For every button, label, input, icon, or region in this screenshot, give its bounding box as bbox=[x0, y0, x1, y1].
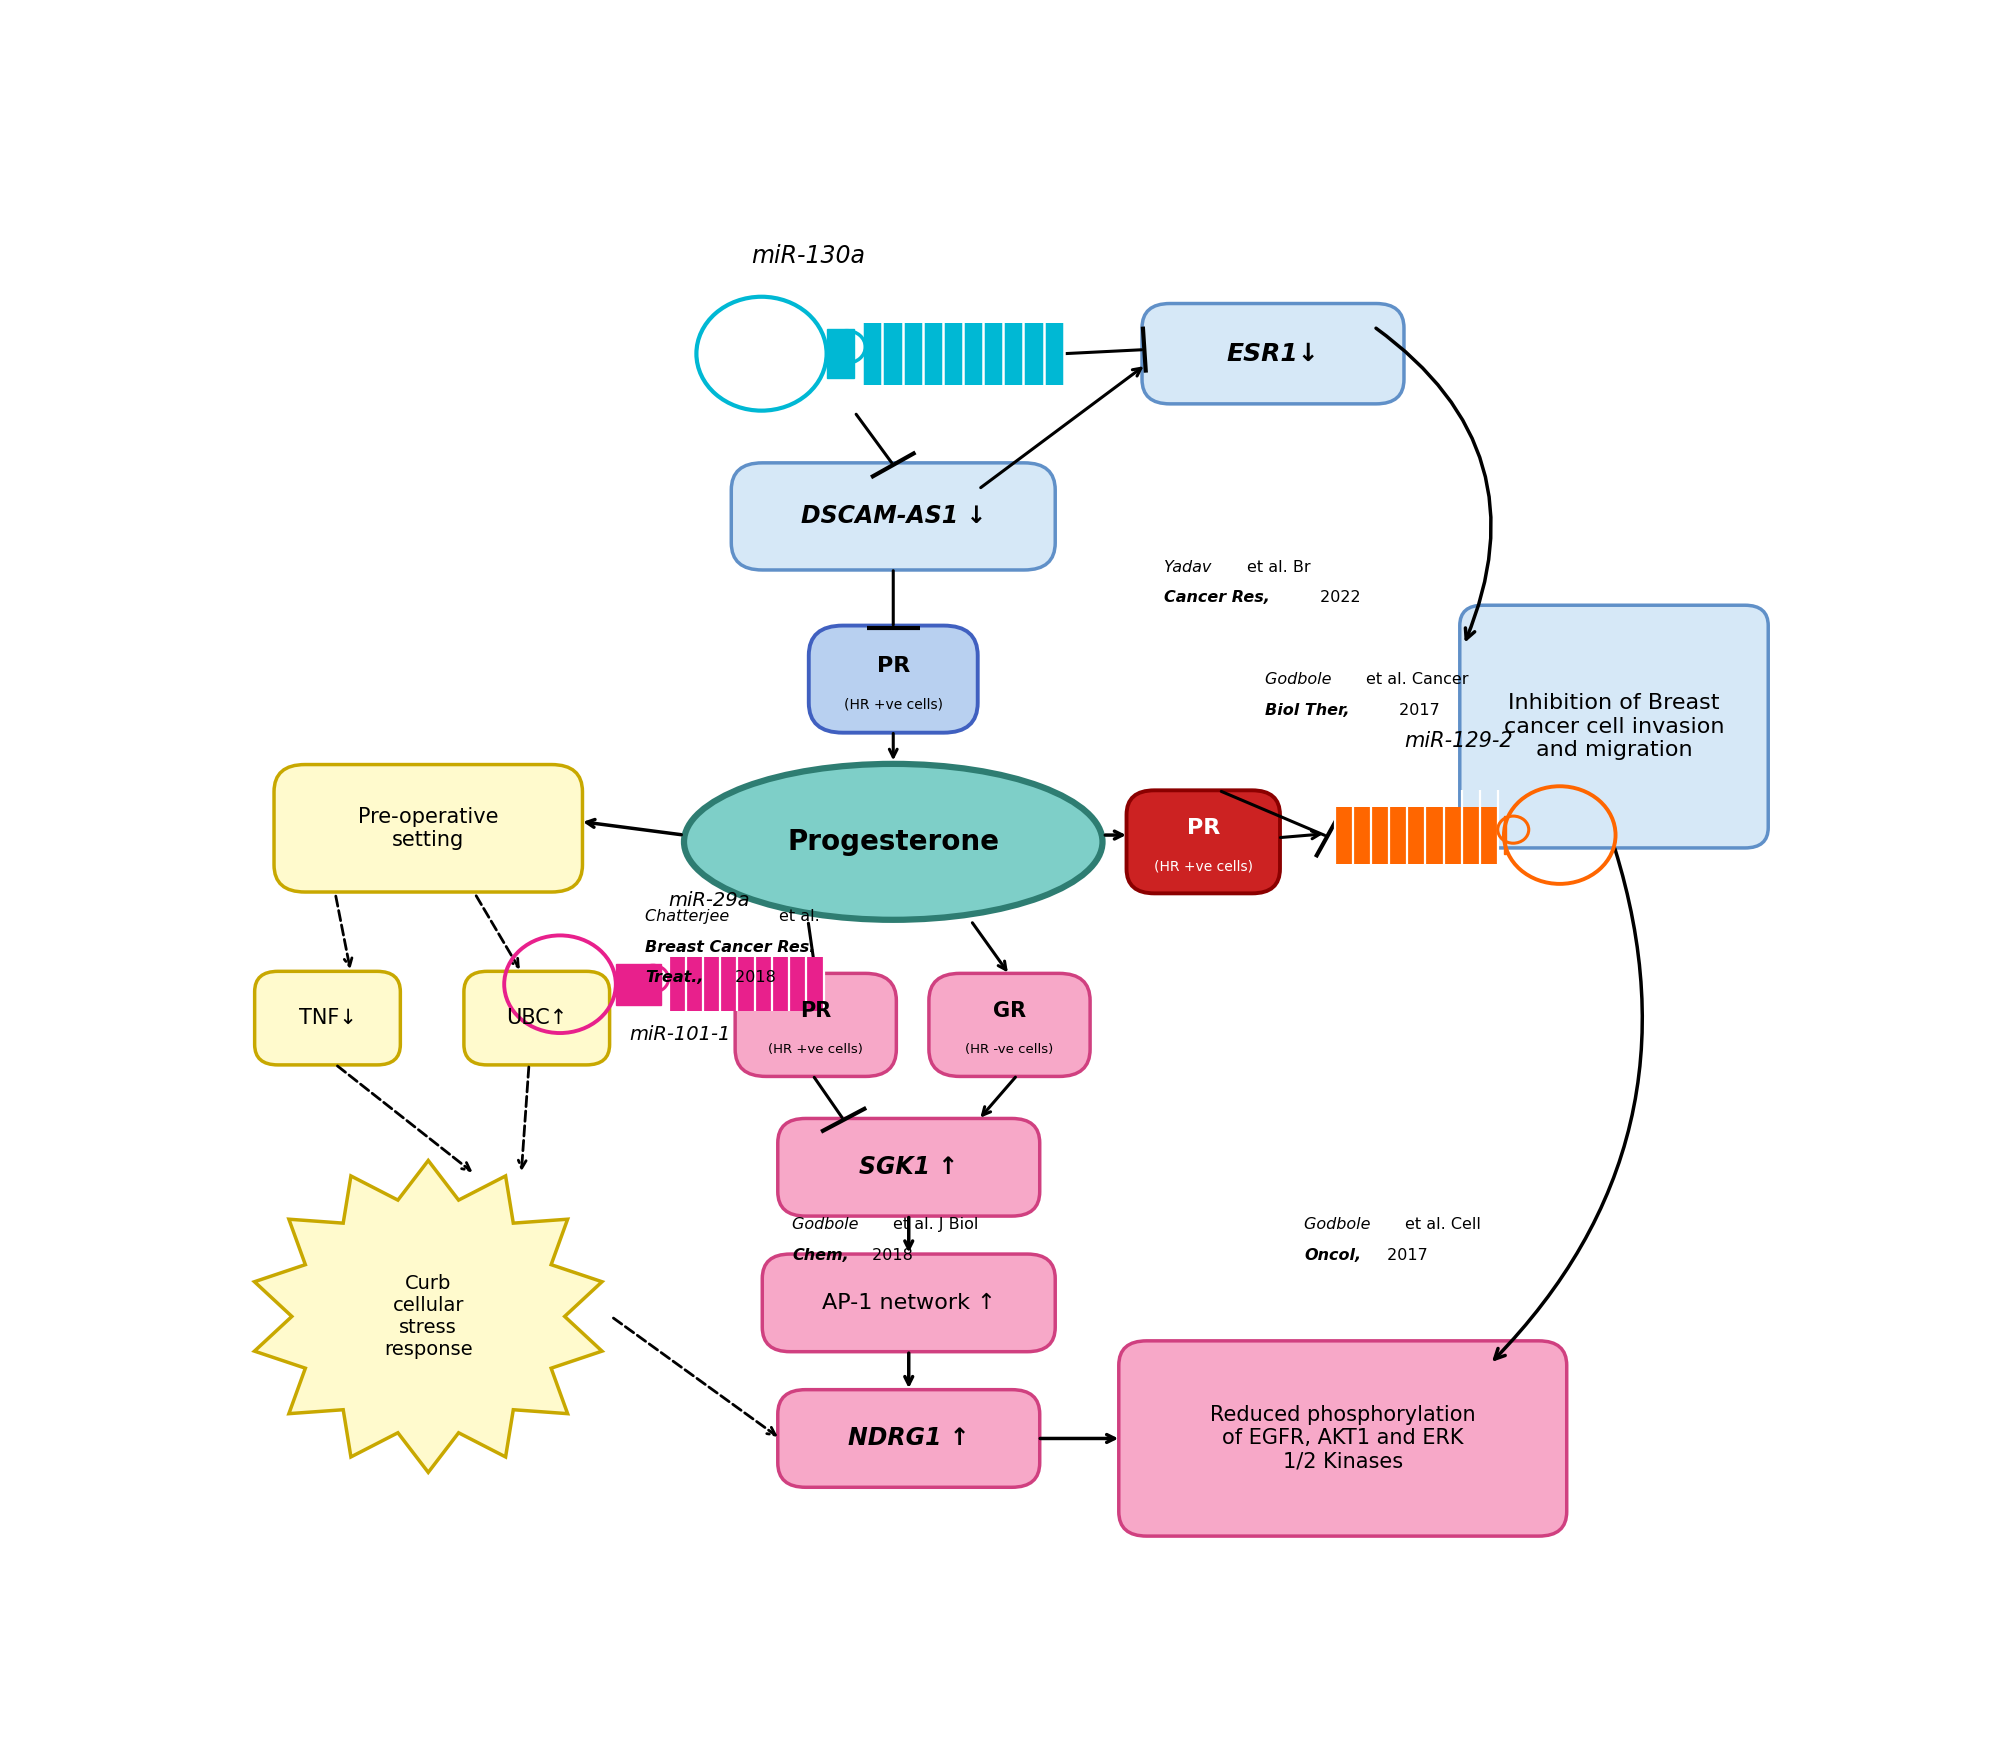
Text: et al.: et al. bbox=[778, 909, 820, 925]
Text: miR-129-2: miR-129-2 bbox=[1404, 731, 1514, 750]
Text: DSCAM-AS1 ↓: DSCAM-AS1 ↓ bbox=[800, 504, 986, 528]
Text: Curb
cellular
stress
response: Curb cellular stress response bbox=[384, 1273, 472, 1359]
FancyBboxPatch shape bbox=[274, 764, 582, 893]
FancyBboxPatch shape bbox=[778, 1118, 1040, 1217]
Text: Reduced phosphorylation
of EGFR, AKT1 and ERK
1/2 Kinases: Reduced phosphorylation of EGFR, AKT1 an… bbox=[1210, 1405, 1476, 1472]
Text: AP-1 network ↑: AP-1 network ↑ bbox=[822, 1293, 996, 1314]
Ellipse shape bbox=[684, 764, 1102, 919]
Text: TNF↓: TNF↓ bbox=[298, 1007, 356, 1028]
FancyBboxPatch shape bbox=[928, 974, 1090, 1076]
FancyBboxPatch shape bbox=[778, 1389, 1040, 1488]
Text: PR: PR bbox=[876, 655, 910, 676]
FancyBboxPatch shape bbox=[862, 322, 1064, 386]
FancyBboxPatch shape bbox=[1336, 807, 1498, 863]
Text: Treat.,: Treat., bbox=[646, 970, 704, 984]
FancyBboxPatch shape bbox=[254, 972, 400, 1065]
Text: SGK1 ↑: SGK1 ↑ bbox=[860, 1155, 958, 1180]
Text: PR: PR bbox=[800, 1002, 832, 1021]
Text: Inhibition of Breast
cancer cell invasion
and migration: Inhibition of Breast cancer cell invasio… bbox=[1504, 694, 1724, 759]
Text: GR: GR bbox=[992, 1002, 1026, 1021]
Text: 2018: 2018 bbox=[866, 1249, 912, 1263]
Text: et al. J Biol: et al. J Biol bbox=[894, 1217, 978, 1231]
Text: (HR +ve cells): (HR +ve cells) bbox=[1154, 859, 1252, 873]
Polygon shape bbox=[254, 1160, 602, 1472]
Text: UBC↑: UBC↑ bbox=[506, 1007, 568, 1028]
Text: Godbole: Godbole bbox=[792, 1217, 864, 1231]
Polygon shape bbox=[826, 329, 854, 379]
Text: Oncol,: Oncol, bbox=[1304, 1249, 1362, 1263]
Text: Biol Ther,: Biol Ther, bbox=[1266, 703, 1350, 718]
Text: 2018: 2018 bbox=[730, 970, 776, 984]
Text: NDRG1 ↑: NDRG1 ↑ bbox=[848, 1426, 970, 1451]
Text: et al. Br: et al. Br bbox=[1246, 560, 1310, 576]
Text: Chem,: Chem, bbox=[792, 1249, 850, 1263]
FancyBboxPatch shape bbox=[1460, 606, 1768, 849]
Text: Progesterone: Progesterone bbox=[788, 828, 1000, 856]
Text: 2022: 2022 bbox=[1314, 590, 1360, 606]
FancyBboxPatch shape bbox=[1118, 1340, 1566, 1536]
Text: (HR +ve cells): (HR +ve cells) bbox=[768, 1043, 864, 1057]
Text: et al. Cell: et al. Cell bbox=[1404, 1217, 1480, 1231]
Text: et al. Cancer: et al. Cancer bbox=[1366, 671, 1468, 687]
FancyBboxPatch shape bbox=[1126, 791, 1280, 893]
Text: Chatterjee: Chatterjee bbox=[646, 909, 734, 925]
Text: PR: PR bbox=[1186, 819, 1220, 838]
Text: ESR1↓: ESR1↓ bbox=[1226, 342, 1320, 366]
Text: Breast Cancer Res.: Breast Cancer Res. bbox=[646, 940, 816, 954]
FancyBboxPatch shape bbox=[668, 958, 824, 1011]
FancyBboxPatch shape bbox=[808, 625, 978, 733]
Text: Cancer Res,: Cancer Res, bbox=[1164, 590, 1270, 606]
Text: 2017: 2017 bbox=[1382, 1249, 1428, 1263]
FancyBboxPatch shape bbox=[732, 463, 1056, 571]
FancyBboxPatch shape bbox=[464, 972, 610, 1065]
Text: Yadav: Yadav bbox=[1164, 560, 1216, 576]
Text: (HR +ve cells): (HR +ve cells) bbox=[844, 697, 942, 711]
Text: miR-101-1: miR-101-1 bbox=[630, 1025, 732, 1044]
Text: miR-29a: miR-29a bbox=[668, 891, 750, 910]
Text: (HR -ve cells): (HR -ve cells) bbox=[966, 1043, 1054, 1057]
FancyBboxPatch shape bbox=[1142, 303, 1404, 403]
Text: Pre-operative
setting: Pre-operative setting bbox=[358, 807, 498, 851]
Text: 2017: 2017 bbox=[1394, 703, 1440, 718]
FancyBboxPatch shape bbox=[762, 1254, 1056, 1352]
FancyBboxPatch shape bbox=[736, 974, 896, 1076]
Text: miR-130a: miR-130a bbox=[752, 245, 864, 268]
Polygon shape bbox=[616, 963, 660, 1004]
Text: Godbole: Godbole bbox=[1266, 671, 1336, 687]
Text: Godbole: Godbole bbox=[1304, 1217, 1376, 1231]
